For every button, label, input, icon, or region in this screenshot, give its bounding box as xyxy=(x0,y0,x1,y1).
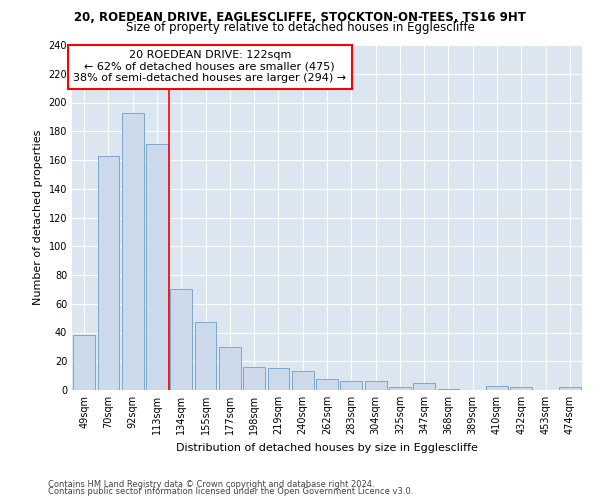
Bar xyxy=(340,382,362,390)
Bar xyxy=(194,322,217,390)
Y-axis label: Number of detached properties: Number of detached properties xyxy=(33,130,43,305)
Bar xyxy=(316,378,338,390)
X-axis label: Distribution of detached houses by size in Egglescliffe: Distribution of detached houses by size … xyxy=(176,442,478,452)
Bar xyxy=(170,290,192,390)
Bar xyxy=(243,367,265,390)
Text: Contains HM Land Registry data © Crown copyright and database right 2024.: Contains HM Land Registry data © Crown c… xyxy=(48,480,374,489)
Bar xyxy=(413,383,435,390)
Bar xyxy=(146,144,168,390)
Text: 20, ROEDEAN DRIVE, EAGLESCLIFFE, STOCKTON-ON-TEES, TS16 9HT: 20, ROEDEAN DRIVE, EAGLESCLIFFE, STOCKTO… xyxy=(74,11,526,24)
Bar xyxy=(389,387,411,390)
Bar xyxy=(73,336,95,390)
Bar xyxy=(486,386,508,390)
Bar xyxy=(437,388,460,390)
Bar xyxy=(559,387,581,390)
Bar xyxy=(292,372,314,390)
Bar xyxy=(97,156,119,390)
Bar xyxy=(268,368,289,390)
Text: Size of property relative to detached houses in Egglescliffe: Size of property relative to detached ho… xyxy=(125,21,475,34)
Bar xyxy=(122,112,143,390)
Bar xyxy=(511,387,532,390)
Bar xyxy=(219,347,241,390)
Text: Contains public sector information licensed under the Open Government Licence v3: Contains public sector information licen… xyxy=(48,488,413,496)
Bar xyxy=(365,382,386,390)
Text: 20 ROEDEAN DRIVE: 122sqm
← 62% of detached houses are smaller (475)
38% of semi-: 20 ROEDEAN DRIVE: 122sqm ← 62% of detach… xyxy=(73,50,346,84)
